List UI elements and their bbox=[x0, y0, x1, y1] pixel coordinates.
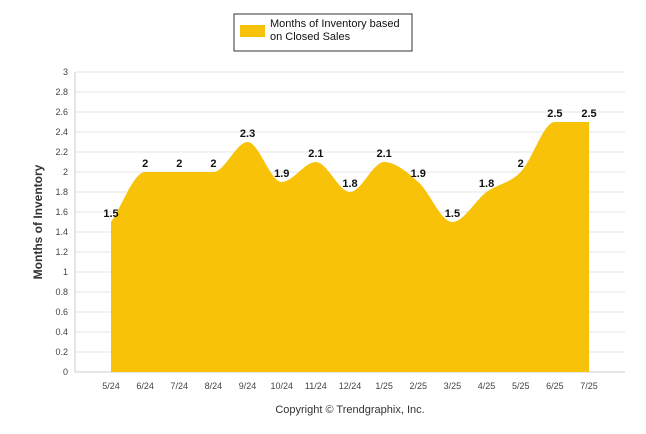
legend-line-1: Months of Inventory based bbox=[270, 18, 400, 30]
y-axis-title: Months of Inventory bbox=[31, 164, 45, 279]
data-label: 1.9 bbox=[411, 168, 426, 180]
y-tick-label: 2.8 bbox=[55, 87, 68, 97]
x-tick-label: 2/25 bbox=[410, 381, 428, 391]
data-label: 1.8 bbox=[479, 178, 494, 190]
x-tick-label: 1/25 bbox=[375, 381, 393, 391]
series-area bbox=[111, 122, 589, 372]
legend-swatch bbox=[240, 25, 265, 37]
data-label: 1.5 bbox=[445, 208, 460, 220]
data-labels: 1.5 2 2 2 2.3 1.9 2.1 1.8 2.1 1.9 1.5 1.8 2 2.5 2.5 bbox=[103, 108, 596, 220]
y-tick-label: 0 bbox=[63, 367, 68, 377]
data-label: 2 bbox=[518, 158, 524, 170]
x-tick-label: 5/24 bbox=[102, 381, 120, 391]
x-tick-label: 11/24 bbox=[305, 381, 327, 391]
x-tick-label: 6/24 bbox=[136, 381, 154, 391]
x-tick-label: 9/24 bbox=[239, 381, 257, 391]
data-label: 2 bbox=[176, 158, 182, 170]
data-label: 2 bbox=[210, 158, 216, 170]
y-tick-label: 0.6 bbox=[55, 307, 68, 317]
x-tick-labels: 5/24 6/24 7/24 8/24 9/24 10/24 11/24 12/24 1/25 2… bbox=[102, 381, 598, 391]
y-tick-label: 0.2 bbox=[55, 347, 68, 357]
y-tick-label: 3 bbox=[63, 67, 68, 77]
x-tick-label: 4/25 bbox=[478, 381, 496, 391]
data-label: 2.1 bbox=[308, 148, 323, 160]
y-tick-label: 2 bbox=[63, 167, 68, 177]
legend: Months of Inventory based on Closed Sale… bbox=[233, 13, 413, 52]
x-tick-label: 6/25 bbox=[546, 381, 564, 391]
x-tick-label: 7/24 bbox=[171, 381, 189, 391]
y-tick-label: 1.2 bbox=[55, 247, 68, 257]
y-tick-label: 0.8 bbox=[55, 287, 68, 297]
data-label: 2.3 bbox=[240, 128, 255, 140]
y-tick-label: 2.2 bbox=[55, 147, 68, 157]
x-tick-label: 10/24 bbox=[270, 381, 293, 391]
y-tick-label: 1 bbox=[63, 267, 68, 277]
data-label: 2.5 bbox=[547, 108, 562, 120]
series-area-fill bbox=[111, 122, 589, 372]
x-tick-label: 8/24 bbox=[205, 381, 223, 391]
data-label: 2 bbox=[142, 158, 148, 170]
data-label: 2.5 bbox=[581, 108, 596, 120]
x-tick-label: 7/25 bbox=[580, 381, 598, 391]
y-tick-label: 1.6 bbox=[55, 207, 68, 217]
legend-line-2: on Closed Sales bbox=[270, 31, 351, 43]
copyright-footer: Copyright © Trendgraphix, Inc. bbox=[275, 404, 424, 416]
y-tick-labels: 0 0.2 0.4 0.6 0.8 1 1.2 1.4 1.6 1.8 2 2.2 2.4 2.6 2.8 3 bbox=[55, 67, 68, 377]
y-tick-label: 2.4 bbox=[55, 127, 68, 137]
y-tick-label: 1.4 bbox=[55, 227, 68, 237]
data-label: 1.5 bbox=[103, 208, 118, 220]
data-label: 2.1 bbox=[376, 148, 391, 160]
y-tick-label: 2.6 bbox=[55, 107, 68, 117]
x-tick-label: 3/25 bbox=[444, 381, 462, 391]
data-label: 1.8 bbox=[342, 178, 357, 190]
x-tick-label: 5/25 bbox=[512, 381, 530, 391]
x-tick-label: 12/24 bbox=[339, 381, 362, 391]
y-tick-label: 1.8 bbox=[55, 187, 68, 197]
y-tick-label: 0.4 bbox=[55, 327, 68, 337]
data-label: 1.9 bbox=[274, 168, 289, 180]
